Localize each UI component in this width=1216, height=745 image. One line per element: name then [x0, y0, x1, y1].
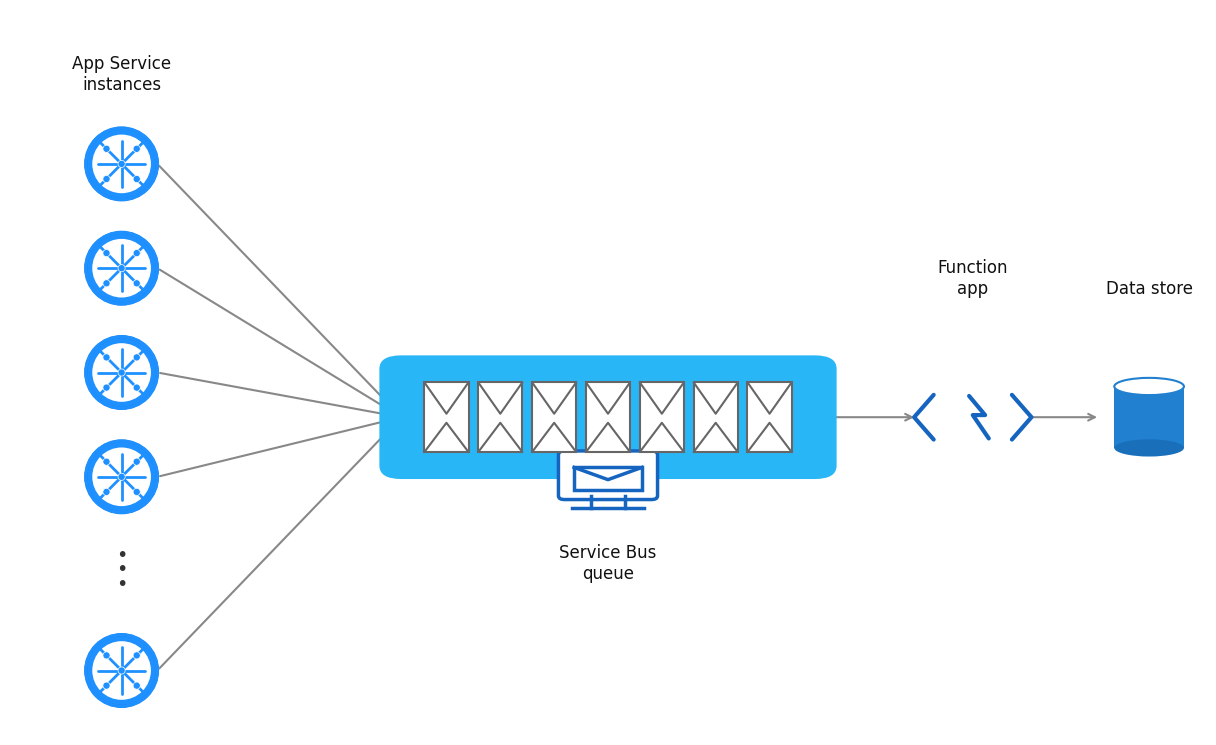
Ellipse shape: [86, 337, 157, 408]
Text: •: •: [116, 545, 128, 565]
Ellipse shape: [133, 458, 140, 466]
Text: App Service
instances: App Service instances: [72, 55, 171, 94]
FancyBboxPatch shape: [748, 382, 792, 452]
Ellipse shape: [103, 250, 111, 257]
Ellipse shape: [103, 488, 111, 495]
Ellipse shape: [133, 488, 140, 495]
Ellipse shape: [92, 239, 151, 297]
Ellipse shape: [103, 682, 111, 689]
Ellipse shape: [118, 160, 125, 168]
Ellipse shape: [86, 635, 157, 706]
Ellipse shape: [1114, 378, 1184, 395]
FancyBboxPatch shape: [586, 382, 630, 452]
Ellipse shape: [103, 458, 111, 466]
Ellipse shape: [86, 128, 157, 200]
Ellipse shape: [118, 264, 125, 272]
Ellipse shape: [118, 473, 125, 481]
FancyBboxPatch shape: [379, 355, 837, 479]
Ellipse shape: [92, 343, 151, 402]
Ellipse shape: [103, 384, 111, 391]
FancyBboxPatch shape: [478, 382, 523, 452]
Ellipse shape: [133, 145, 140, 153]
Ellipse shape: [103, 145, 111, 153]
FancyBboxPatch shape: [533, 382, 576, 452]
Ellipse shape: [86, 232, 157, 304]
Ellipse shape: [92, 448, 151, 506]
Ellipse shape: [103, 175, 111, 183]
FancyBboxPatch shape: [424, 382, 468, 452]
Ellipse shape: [118, 369, 125, 376]
Ellipse shape: [86, 441, 157, 513]
Ellipse shape: [103, 279, 111, 287]
Ellipse shape: [133, 652, 140, 659]
Ellipse shape: [1114, 440, 1184, 457]
Ellipse shape: [133, 250, 140, 257]
Text: •: •: [116, 560, 128, 580]
Ellipse shape: [103, 652, 111, 659]
Ellipse shape: [133, 279, 140, 287]
Ellipse shape: [133, 354, 140, 361]
FancyBboxPatch shape: [558, 451, 658, 500]
Ellipse shape: [133, 682, 140, 689]
Text: •: •: [116, 575, 128, 595]
Ellipse shape: [92, 641, 151, 700]
FancyBboxPatch shape: [693, 382, 738, 452]
Text: Function
app: Function app: [938, 259, 1008, 298]
Ellipse shape: [103, 354, 111, 361]
FancyBboxPatch shape: [574, 467, 642, 489]
Ellipse shape: [118, 667, 125, 674]
Ellipse shape: [133, 175, 140, 183]
FancyBboxPatch shape: [640, 382, 683, 452]
Text: Service Bus
queue: Service Bus queue: [559, 544, 657, 583]
Ellipse shape: [133, 384, 140, 391]
Text: Data store: Data store: [1105, 280, 1193, 298]
FancyBboxPatch shape: [1114, 387, 1184, 448]
Ellipse shape: [92, 135, 151, 193]
